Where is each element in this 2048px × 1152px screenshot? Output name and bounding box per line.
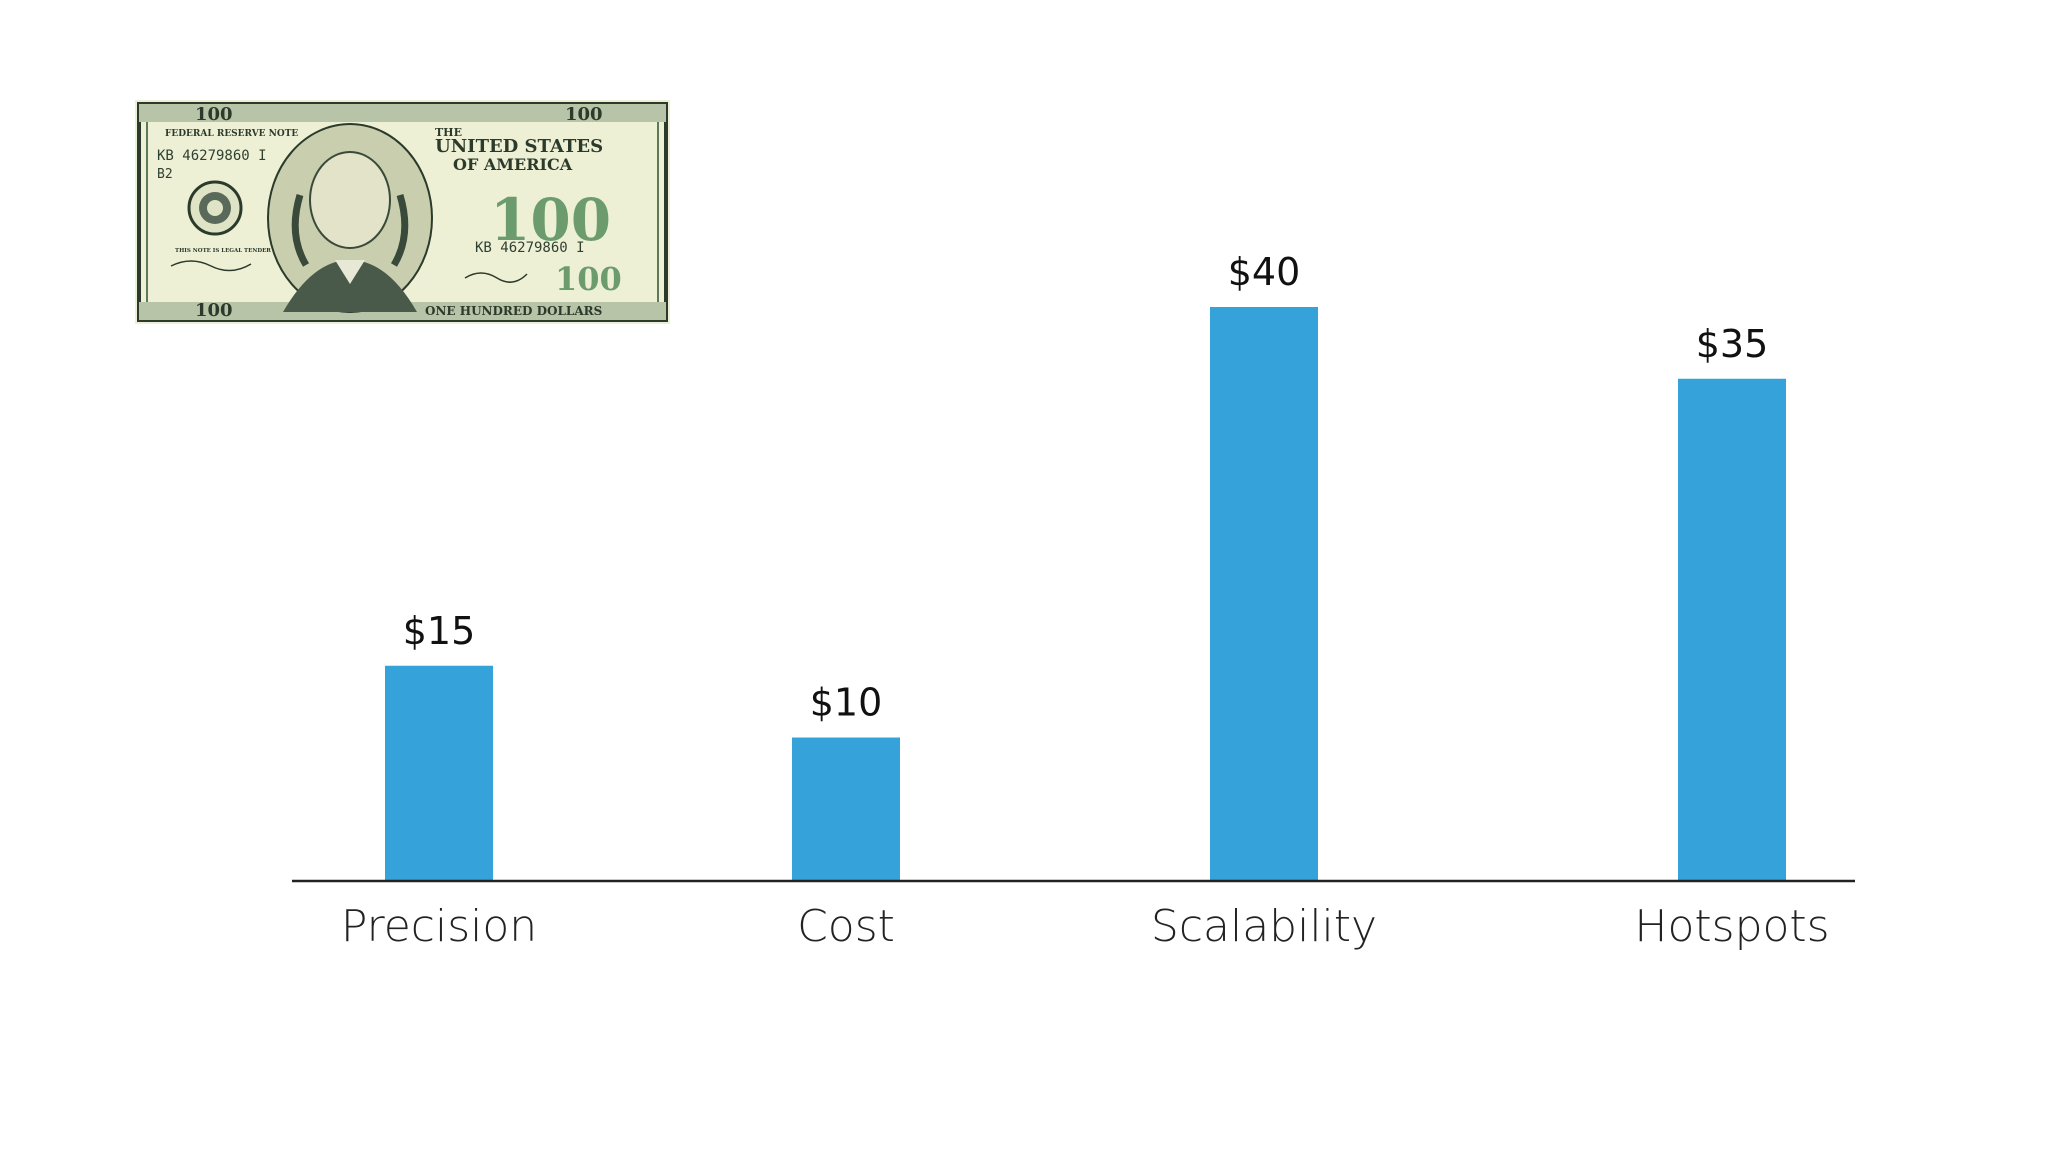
bill-denomination-bottom-right: 100 xyxy=(555,260,622,298)
bar-cost xyxy=(792,737,900,881)
federal-reserve-seal-icon xyxy=(187,180,243,236)
bill-denomination-center: 100 xyxy=(490,186,611,254)
bill-country-line1: THE xyxy=(435,126,462,139)
value-label-cost: $10 xyxy=(810,681,883,725)
bill-district: B2 xyxy=(157,167,173,182)
bill-denomination-bottom-left: 100 xyxy=(195,300,233,321)
bill-denomination-top-left: 100 xyxy=(195,104,233,125)
hundred-dollar-bill-image: 100 100 FEDERAL RESERVE NOTE KB 46279860… xyxy=(135,100,670,324)
category-label-scalability: Scalability xyxy=(1151,901,1377,952)
bar-scalability xyxy=(1210,307,1318,881)
bill-country-line3: OF AMERICA xyxy=(453,155,573,174)
category-label-precision: Precision xyxy=(341,901,537,952)
bar-hotspots xyxy=(1678,378,1786,881)
bill-header-note: FEDERAL RESERVE NOTE xyxy=(165,129,298,139)
category-labels-layer: Precision Cost Scalability Hotspots xyxy=(341,901,1830,952)
bill-serial-right: KB 46279860 I xyxy=(475,240,585,256)
bill-denomination-top-right: 100 xyxy=(565,104,603,125)
bill-serial-left: KB 46279860 I xyxy=(157,148,267,164)
bar-precision xyxy=(385,665,493,881)
category-label-cost: Cost xyxy=(797,901,895,952)
portrait-icon xyxy=(267,123,433,313)
value-label-scalability: $40 xyxy=(1228,250,1301,294)
category-label-hotspots: Hotspots xyxy=(1634,901,1829,952)
bill-country-line2: UNITED STATES xyxy=(435,136,603,157)
value-label-precision: $15 xyxy=(403,609,476,653)
bill-footer: ONE HUNDRED DOLLARS xyxy=(425,304,602,318)
bars-layer xyxy=(385,307,1786,881)
value-label-hotspots: $35 xyxy=(1696,322,1769,366)
value-labels-layer: $15 $10 $40 $35 xyxy=(403,250,1769,725)
